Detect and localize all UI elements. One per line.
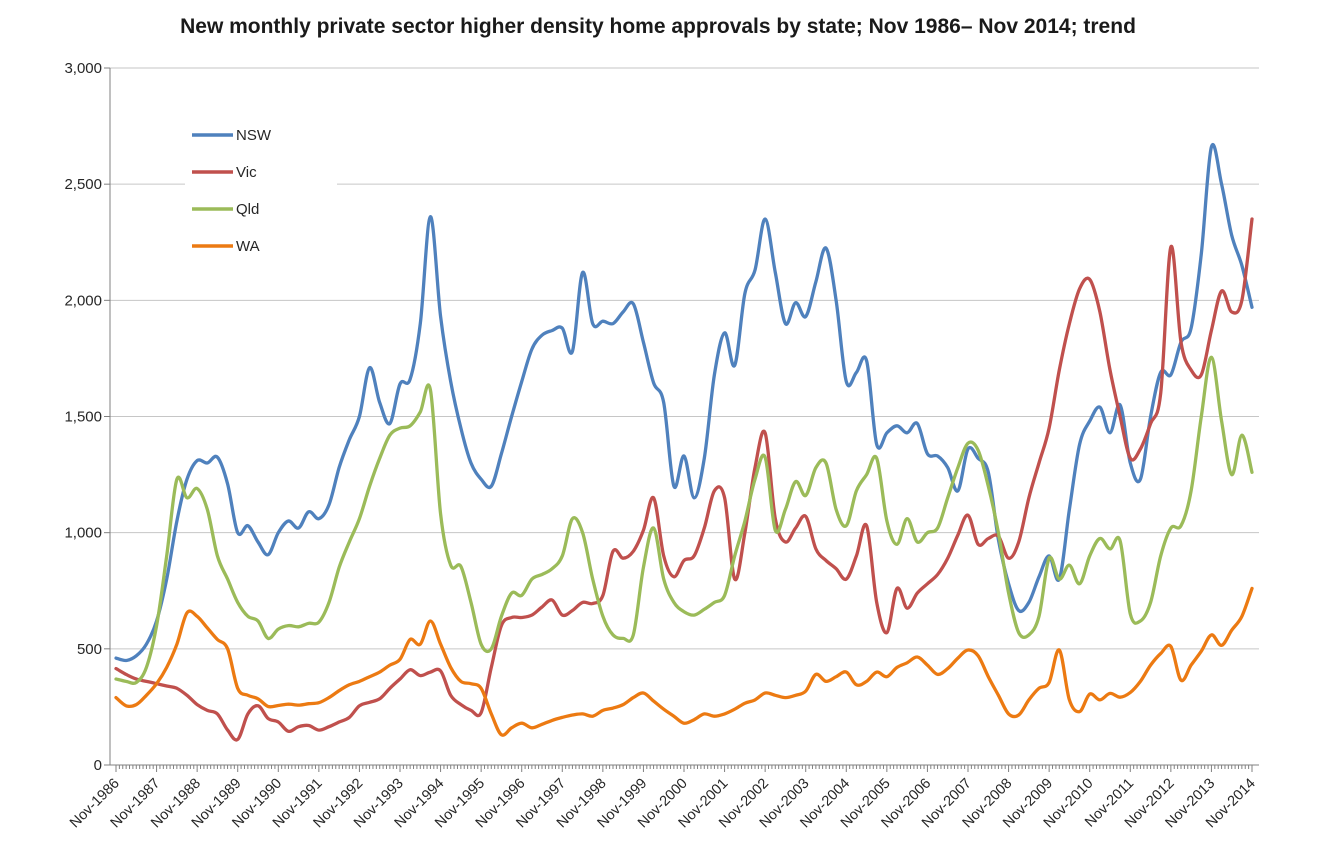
legend-label-nsw: NSW bbox=[236, 127, 272, 144]
y-axis-label: 500 bbox=[77, 641, 102, 658]
series-lines bbox=[114, 143, 1254, 742]
legend-label-qld: Qld bbox=[236, 201, 259, 218]
legend-item-qld: Qld bbox=[192, 201, 259, 218]
legend-label-vic: Vic bbox=[236, 164, 257, 181]
series-line-vic bbox=[114, 217, 1254, 742]
y-axis-label: 3,000 bbox=[64, 60, 102, 77]
legend-item-nsw: NSW bbox=[192, 127, 272, 144]
y-axis-label: 1,000 bbox=[64, 525, 102, 542]
axes bbox=[104, 67, 1259, 772]
y-axis-label: 1,500 bbox=[64, 409, 102, 426]
y-axis-label: 2,000 bbox=[64, 292, 102, 309]
legend-item-wa: WA bbox=[192, 238, 260, 255]
x-axis-labels: Nov-1986Nov-1987Nov-1988Nov-1989Nov-1990… bbox=[67, 776, 1259, 832]
legend: NSW Vic Qld WA bbox=[185, 112, 337, 258]
series-line-nsw bbox=[114, 143, 1254, 663]
chart-title: New monthly private sector higher densit… bbox=[180, 15, 1136, 38]
legend-item-vic: Vic bbox=[192, 164, 257, 181]
y-axis-label: 0 bbox=[94, 757, 102, 774]
y-axis-labels: 0 500 1,000 1,500 2,000 2,500 3,000 bbox=[64, 60, 102, 774]
legend-label-wa: WA bbox=[236, 238, 260, 255]
series-line-wa bbox=[114, 586, 1254, 737]
series-line-qld bbox=[114, 355, 1254, 686]
y-axis-label: 2,500 bbox=[64, 176, 102, 193]
